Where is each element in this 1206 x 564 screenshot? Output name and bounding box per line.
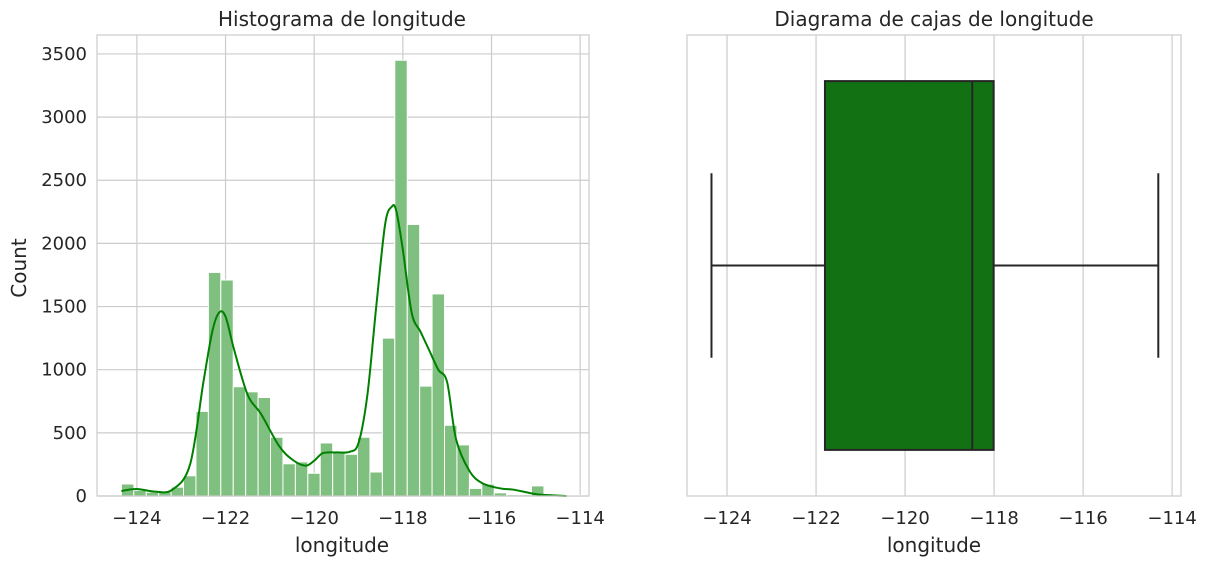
x-tick-label: −116 bbox=[1058, 508, 1107, 529]
histogram-bar bbox=[431, 293, 446, 497]
boxplot-x-axis-label: longitude bbox=[887, 533, 981, 557]
histogram-bar bbox=[307, 472, 321, 497]
histogram-bar bbox=[207, 271, 222, 497]
x-tick-label: −114 bbox=[1147, 508, 1196, 529]
histogram-bar bbox=[294, 461, 309, 497]
x-tick-label: −120 bbox=[880, 508, 929, 529]
histogram-bar bbox=[282, 463, 296, 497]
histogram-bar bbox=[270, 436, 284, 497]
histogram-frame bbox=[96, 34, 590, 497]
x-tick-label: −122 bbox=[791, 508, 840, 529]
histogram-x-ticks: −124 −122 −120 −118 −116 −114 bbox=[112, 508, 605, 529]
x-tick-label: −118 bbox=[378, 508, 427, 529]
histogram-panel: Histograma de longitude −124 −122 −120 −118… bbox=[7, 7, 605, 557]
histogram-bar bbox=[183, 475, 197, 497]
histogram-bar bbox=[357, 436, 371, 497]
histogram-bar bbox=[232, 386, 247, 497]
y-tick-label: 3000 bbox=[41, 107, 87, 128]
histogram-bar bbox=[369, 471, 383, 497]
histogram-bar bbox=[419, 385, 433, 497]
x-tick-label: −124 bbox=[702, 508, 751, 529]
histogram-x-axis-label: longitude bbox=[295, 533, 389, 557]
histogram-bar bbox=[332, 451, 346, 497]
histogram-bar bbox=[344, 453, 359, 497]
histogram-bars bbox=[120, 59, 582, 497]
y-tick-label: 500 bbox=[53, 423, 87, 444]
y-tick-label: 3500 bbox=[41, 44, 87, 65]
boxplot-title: Diagrama de cajas de longitude bbox=[774, 7, 1093, 31]
x-tick-label: −120 bbox=[289, 508, 338, 529]
histogram-bar bbox=[133, 489, 147, 497]
histogram-title: Histograma de longitude bbox=[218, 7, 466, 31]
histogram-bar bbox=[456, 444, 470, 497]
histogram-grid bbox=[97, 35, 589, 497]
histogram-bar bbox=[406, 223, 421, 497]
y-tick-label: 0 bbox=[76, 486, 87, 507]
x-tick-label: −118 bbox=[969, 508, 1018, 529]
boxplot-elements bbox=[710, 80, 1160, 451]
histogram-y-axis-label: Count bbox=[7, 238, 31, 298]
x-tick-label: −122 bbox=[201, 508, 250, 529]
histogram-y-ticks: 0 500 1000 1500 2000 2500 3000 3500 bbox=[41, 44, 87, 507]
y-tick-label: 1500 bbox=[41, 297, 87, 318]
kde-line bbox=[121, 204, 567, 497]
x-tick-label: −124 bbox=[112, 508, 161, 529]
boxplot-x-ticks: −124 −122 −120 −118 −116 −114 bbox=[702, 508, 1196, 529]
x-tick-label: −114 bbox=[555, 508, 604, 529]
iqr-box bbox=[823, 80, 995, 451]
histogram-bar bbox=[319, 442, 334, 497]
x-tick-label: −116 bbox=[467, 508, 516, 529]
y-tick-label: 1000 bbox=[41, 360, 87, 381]
histogram-bar bbox=[394, 59, 408, 497]
boxplot-panel: Diagrama de cajas de longitude −124 −122−… bbox=[686, 7, 1197, 557]
histogram-bar bbox=[381, 337, 396, 497]
histogram-bar bbox=[468, 487, 483, 497]
y-tick-label: 2500 bbox=[41, 170, 87, 191]
y-tick-label: 2000 bbox=[41, 233, 87, 254]
boxplot-frame bbox=[686, 34, 1182, 497]
